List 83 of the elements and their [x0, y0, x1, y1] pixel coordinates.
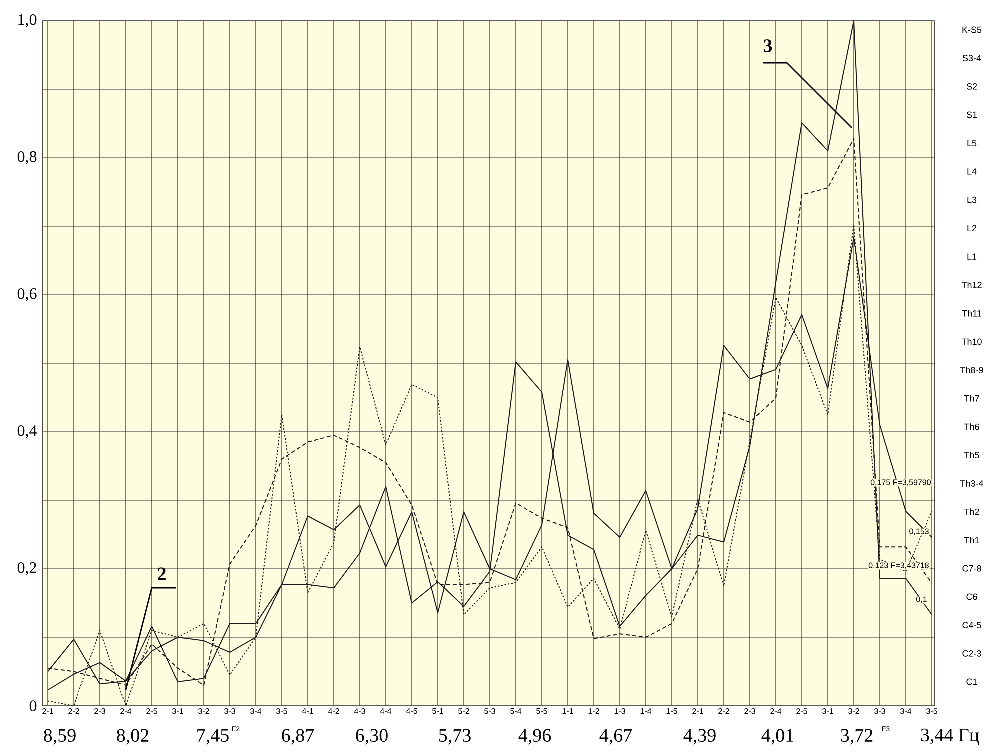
text: Th6: [964, 424, 980, 430]
text: 4,67: [600, 729, 632, 745]
text: Th2: [964, 508, 980, 516]
x-tick-label: 3-1: [172, 708, 184, 714]
x-tick-label: 2-1: [692, 708, 704, 714]
x-tick-label: 3-5: [926, 708, 938, 714]
text: Th10: [962, 338, 982, 346]
x-tick-label: 1-2: [588, 708, 600, 714]
text: L4: [968, 168, 977, 175]
text: S1: [966, 112, 978, 118]
text: Th7: [964, 395, 980, 402]
x-tick-label: 2-4: [120, 708, 132, 714]
x-tick-label: 1-1: [562, 708, 574, 714]
text: 6,30: [356, 729, 388, 745]
x-tick-label: 4-4: [380, 708, 392, 714]
x-tick-label: 3-3: [874, 708, 886, 714]
x-tick-label: 3-3: [224, 708, 236, 714]
text: 4,96: [518, 729, 552, 745]
text: 3,72: [841, 729, 873, 745]
text: Th3-4: [960, 480, 984, 487]
text: Th1: [964, 537, 980, 544]
text: C1: [966, 678, 978, 686]
text: Th5: [964, 452, 980, 459]
text: 3,44 Гц: [921, 728, 980, 746]
x-tick-label: 4-1: [302, 708, 314, 714]
x-tick-label: 3-2: [848, 708, 860, 714]
annotation: 0,123 F=3,43718: [868, 562, 929, 570]
text: S3-4: [962, 55, 982, 62]
text: 7,45: [198, 729, 229, 745]
y-tick-label: 0,8: [18, 151, 37, 165]
text: L1: [968, 254, 977, 260]
text: Th12: [962, 282, 982, 288]
x-tick-label: 4-3: [354, 708, 366, 714]
x-tick-label: 2-2: [718, 708, 730, 714]
x-tick-label: 5-2: [458, 708, 470, 714]
y-tick-label: 0,6: [18, 288, 37, 302]
x-tick-label: 5-5: [536, 708, 548, 714]
x-tick-label: 2-2: [68, 708, 80, 714]
x-tick-label: 2-1: [42, 708, 54, 714]
x-tick-label: 1-3: [614, 708, 626, 714]
x-tick-label: 3-5: [276, 708, 288, 714]
x-tick-label: 3-4: [900, 708, 912, 714]
text: 4,01: [762, 729, 794, 745]
text: C2-3: [962, 650, 982, 657]
annotation: 0,175 F=3,59790: [870, 480, 931, 486]
y-tick-label: 1,0: [18, 14, 37, 28]
y-tick-label: 0: [30, 700, 37, 712]
annotation: 2: [158, 568, 166, 580]
x-tick-label: 2-5: [796, 708, 808, 714]
x-tick-label: 3-4: [250, 708, 262, 714]
x-tick-label: 5-3: [484, 708, 496, 714]
x-tick-label: 3-2: [198, 708, 210, 714]
annotation: 0,153: [910, 528, 929, 536]
text: 8,59: [44, 729, 76, 745]
x-tick-label: 2-3: [744, 708, 756, 714]
text: 6,87: [282, 729, 314, 745]
x-tick-label: 2-4: [770, 708, 782, 714]
x-tick-label: 2-3: [94, 708, 106, 714]
x-tick-label: 2-5: [146, 708, 158, 714]
x-tick-label: 3-1: [822, 708, 834, 714]
text: 5,73: [439, 729, 471, 745]
text: Th11: [962, 310, 982, 317]
text: K-S5: [962, 26, 982, 34]
x-tick-label: 4-2: [328, 708, 340, 714]
text: L5: [968, 140, 977, 147]
text: 4,39: [684, 729, 716, 745]
text: S2: [966, 84, 978, 90]
y-tick-label: 0,4: [18, 425, 38, 439]
text: Th8-9: [960, 366, 984, 374]
text: L2: [968, 225, 977, 232]
x-tick-label: 5-4: [510, 708, 522, 714]
text: 8,02: [117, 729, 149, 745]
x-tick-label: 4-5: [406, 708, 418, 714]
x-tick-label: 5-1: [432, 708, 444, 714]
annotation: 0,1: [916, 596, 927, 604]
x-tick-label: 1-5: [666, 708, 678, 714]
annotation: 3: [764, 40, 772, 52]
text: C7-8: [962, 565, 982, 572]
x-tick-label: 1-4: [640, 708, 652, 714]
text: C4-5: [962, 622, 982, 628]
text: C6: [966, 594, 978, 600]
y-tick-label: 0,2: [18, 562, 36, 576]
text: L3: [968, 196, 977, 204]
